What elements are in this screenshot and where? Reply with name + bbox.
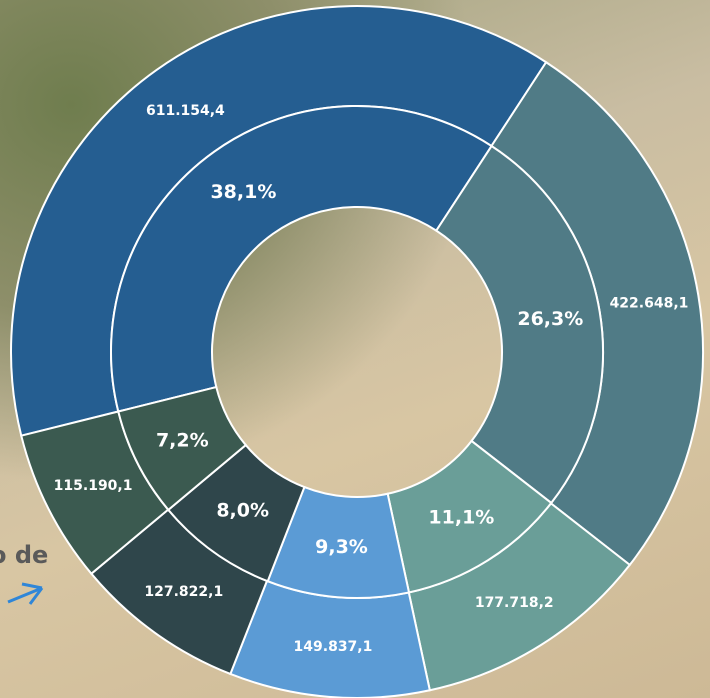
inner-label: 26,3% — [517, 308, 583, 330]
arrow-icon — [8, 584, 42, 604]
inner-label: 11,1% — [428, 506, 494, 528]
inner-label: 38,1% — [210, 181, 276, 203]
inner-label: 7,2% — [156, 429, 209, 451]
outer-label: 422.648,1 — [610, 295, 689, 311]
page: {"chart_data": {"type": "sunburst", "inn… — [0, 0, 710, 698]
outer-label: 149.837,1 — [294, 639, 373, 655]
outer-label: 611.154,4 — [146, 103, 225, 119]
outer-label: 115.190,1 — [54, 478, 133, 494]
inner-label: 8,0% — [216, 500, 269, 522]
outer-label: 127.822,1 — [144, 584, 223, 600]
background-text: o de — [0, 541, 48, 569]
inner-label: 9,3% — [315, 536, 368, 558]
outer-label: 177.718,2 — [475, 595, 554, 611]
chart: o de 611.154,4 422.648,1 177.718,2 149.837,… — [0, 0, 710, 698]
